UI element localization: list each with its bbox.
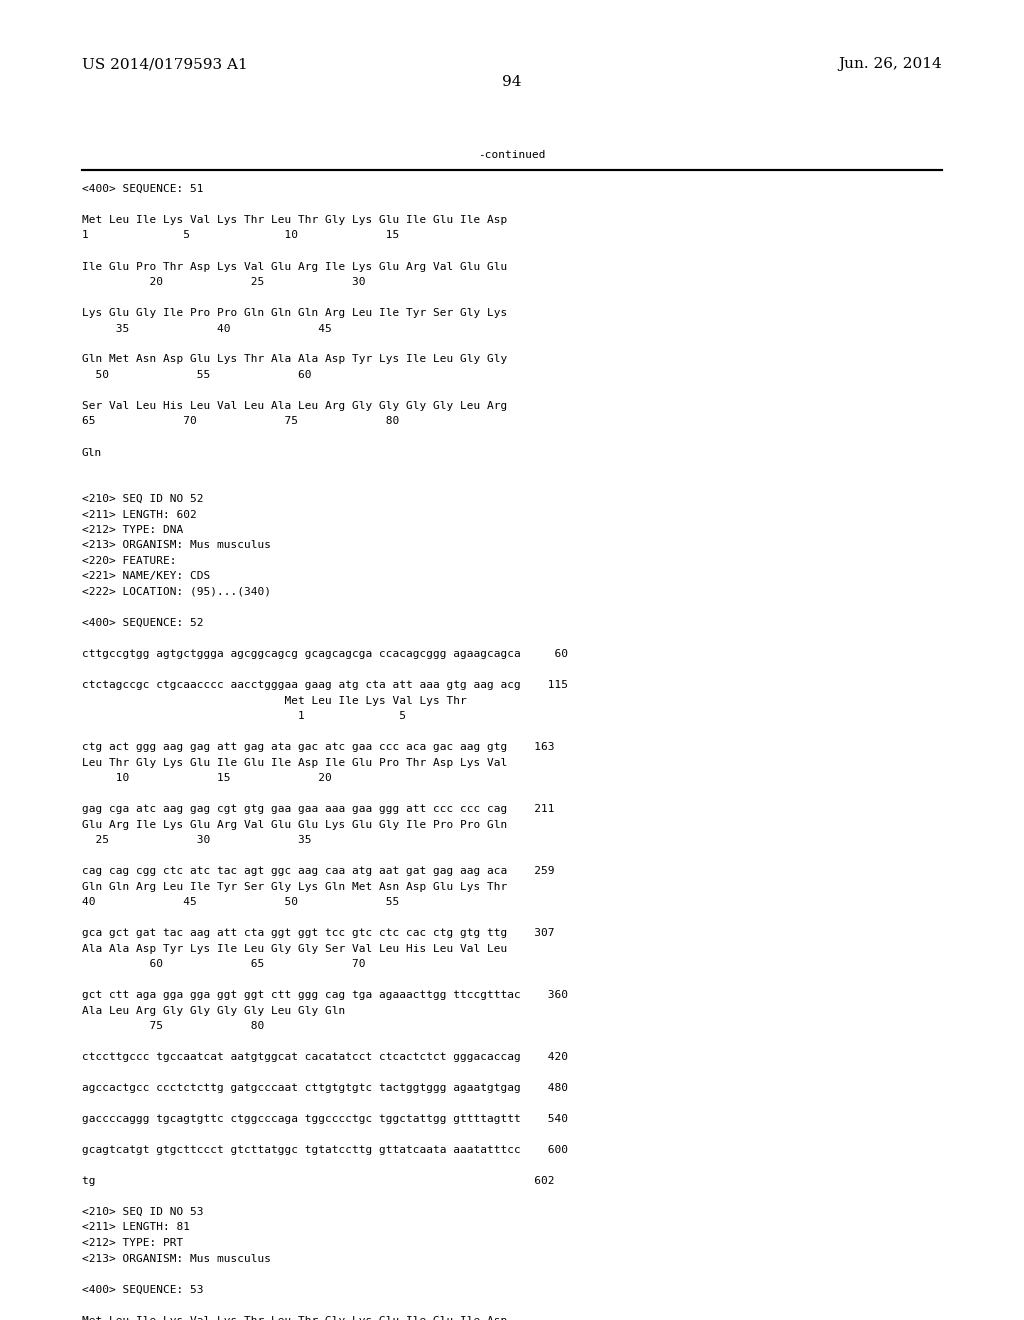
Text: cag cag cgg ctc atc tac agt ggc aag caa atg aat gat gag aag aca    259: cag cag cgg ctc atc tac agt ggc aag caa … (82, 866, 555, 876)
Text: ctg act ggg aag gag att gag ata gac atc gaa ccc aca gac aag gtg    163: ctg act ggg aag gag att gag ata gac atc … (82, 742, 555, 752)
Text: 1              5: 1 5 (82, 711, 406, 721)
Text: 1              5              10             15: 1 5 10 15 (82, 231, 399, 240)
Text: 65             70             75             80: 65 70 75 80 (82, 417, 399, 426)
Text: <213> ORGANISM: Mus musculus: <213> ORGANISM: Mus musculus (82, 1254, 271, 1263)
Text: cttgccgtgg agtgctggga agcggcagcg gcagcagcga ccacagcggg agaagcagca     60: cttgccgtgg agtgctggga agcggcagcg gcagcag… (82, 649, 568, 659)
Text: Ala Leu Arg Gly Gly Gly Gly Leu Gly Gln: Ala Leu Arg Gly Gly Gly Gly Leu Gly Gln (82, 1006, 345, 1015)
Text: Gln Gln Arg Leu Ile Tyr Ser Gly Lys Gln Met Asn Asp Glu Lys Thr: Gln Gln Arg Leu Ile Tyr Ser Gly Lys Gln … (82, 882, 507, 891)
Text: Met Leu Ile Lys Val Lys Thr Leu Thr Gly Lys Glu Ile Glu Ile Asp: Met Leu Ile Lys Val Lys Thr Leu Thr Gly … (82, 215, 507, 224)
Text: <211> LENGTH: 81: <211> LENGTH: 81 (82, 1222, 190, 1233)
Text: <400> SEQUENCE: 51: <400> SEQUENCE: 51 (82, 183, 204, 194)
Text: <212> TYPE: DNA: <212> TYPE: DNA (82, 525, 183, 535)
Text: Met Leu Ile Lys Val Lys Thr: Met Leu Ile Lys Val Lys Thr (82, 696, 467, 705)
Text: 60             65             70: 60 65 70 (82, 960, 366, 969)
Text: gca gct gat tac aag att cta ggt ggt tcc gtc ctc cac ctg gtg ttg    307: gca gct gat tac aag att cta ggt ggt tcc … (82, 928, 555, 939)
Text: <400> SEQUENCE: 52: <400> SEQUENCE: 52 (82, 618, 204, 628)
Text: Ser Val Leu His Leu Val Leu Ala Leu Arg Gly Gly Gly Gly Leu Arg: Ser Val Leu His Leu Val Leu Ala Leu Arg … (82, 401, 507, 411)
Text: Ile Glu Pro Thr Asp Lys Val Glu Arg Ile Lys Glu Arg Val Glu Glu: Ile Glu Pro Thr Asp Lys Val Glu Arg Ile … (82, 261, 507, 272)
Text: Gln Met Asn Asp Glu Lys Thr Ala Ala Asp Tyr Lys Ile Leu Gly Gly: Gln Met Asn Asp Glu Lys Thr Ala Ala Asp … (82, 355, 507, 364)
Text: Leu Thr Gly Lys Glu Ile Glu Ile Asp Ile Glu Pro Thr Asp Lys Val: Leu Thr Gly Lys Glu Ile Glu Ile Asp Ile … (82, 758, 507, 767)
Text: Ala Ala Asp Tyr Lys Ile Leu Gly Gly Ser Val Leu His Leu Val Leu: Ala Ala Asp Tyr Lys Ile Leu Gly Gly Ser … (82, 944, 507, 953)
Text: <210> SEQ ID NO 52: <210> SEQ ID NO 52 (82, 494, 204, 504)
Text: gag cga atc aag gag cgt gtg gaa gaa aaa gaa ggg att ccc ccc cag    211: gag cga atc aag gag cgt gtg gaa gaa aaa … (82, 804, 555, 814)
Text: <400> SEQUENCE: 53: <400> SEQUENCE: 53 (82, 1284, 204, 1295)
Text: Gln: Gln (82, 447, 102, 458)
Text: <211> LENGTH: 602: <211> LENGTH: 602 (82, 510, 197, 520)
Text: 75             80: 75 80 (82, 1020, 264, 1031)
Text: <221> NAME/KEY: CDS: <221> NAME/KEY: CDS (82, 572, 210, 582)
Text: <220> FEATURE:: <220> FEATURE: (82, 556, 176, 566)
Text: gaccccaggg tgcagtgttc ctggcccaga tggcccctgc tggctattgg gttttagttt    540: gaccccaggg tgcagtgttc ctggcccaga tggcccc… (82, 1114, 568, 1125)
Text: tg                                                                 602: tg 602 (82, 1176, 555, 1185)
Text: Met Leu Ile Lys Val Lys Thr Leu Thr Gly Lys Glu Ile Glu Ile Asp: Met Leu Ile Lys Val Lys Thr Leu Thr Gly … (82, 1316, 507, 1320)
Text: <213> ORGANISM: Mus musculus: <213> ORGANISM: Mus musculus (82, 540, 271, 550)
Text: US 2014/0179593 A1: US 2014/0179593 A1 (82, 57, 248, 71)
Text: <212> TYPE: PRT: <212> TYPE: PRT (82, 1238, 183, 1247)
Text: 50             55             60: 50 55 60 (82, 370, 311, 380)
Text: 25             30             35: 25 30 35 (82, 836, 311, 845)
Text: Jun. 26, 2014: Jun. 26, 2014 (839, 57, 942, 71)
Text: gcagtcatgt gtgcttccct gtcttatggc tgtatccttg gttatcaata aaatatttcc    600: gcagtcatgt gtgcttccct gtcttatggc tgtatcc… (82, 1144, 568, 1155)
Text: <210> SEQ ID NO 53: <210> SEQ ID NO 53 (82, 1206, 204, 1217)
Text: -continued: -continued (478, 150, 546, 160)
Text: gct ctt aga gga gga ggt ggt ctt ggg cag tga agaaacttgg ttccgtttac    360: gct ctt aga gga gga ggt ggt ctt ggg cag … (82, 990, 568, 1001)
Text: Lys Glu Gly Ile Pro Pro Gln Gln Gln Arg Leu Ile Tyr Ser Gly Lys: Lys Glu Gly Ile Pro Pro Gln Gln Gln Arg … (82, 308, 507, 318)
Text: 20             25             30: 20 25 30 (82, 277, 366, 286)
Text: 94: 94 (502, 75, 522, 88)
Text: 10             15             20: 10 15 20 (82, 774, 332, 783)
Text: agccactgcc ccctctcttg gatgcccaat cttgtgtgtc tactggtggg agaatgtgag    480: agccactgcc ccctctcttg gatgcccaat cttgtgt… (82, 1082, 568, 1093)
Text: ctccttgccc tgccaatcat aatgtggcat cacatatcct ctcactctct gggacaccag    420: ctccttgccc tgccaatcat aatgtggcat cacatat… (82, 1052, 568, 1063)
Text: ctctagccgc ctgcaacccc aacctgggaa gaag atg cta att aaa gtg aag acg    115: ctctagccgc ctgcaacccc aacctgggaa gaag at… (82, 680, 568, 690)
Text: <222> LOCATION: (95)...(340): <222> LOCATION: (95)...(340) (82, 587, 271, 597)
Text: 35             40             45: 35 40 45 (82, 323, 332, 334)
Text: Glu Arg Ile Lys Glu Arg Val Glu Glu Lys Glu Gly Ile Pro Pro Gln: Glu Arg Ile Lys Glu Arg Val Glu Glu Lys … (82, 820, 507, 829)
Text: 40             45             50             55: 40 45 50 55 (82, 898, 399, 907)
